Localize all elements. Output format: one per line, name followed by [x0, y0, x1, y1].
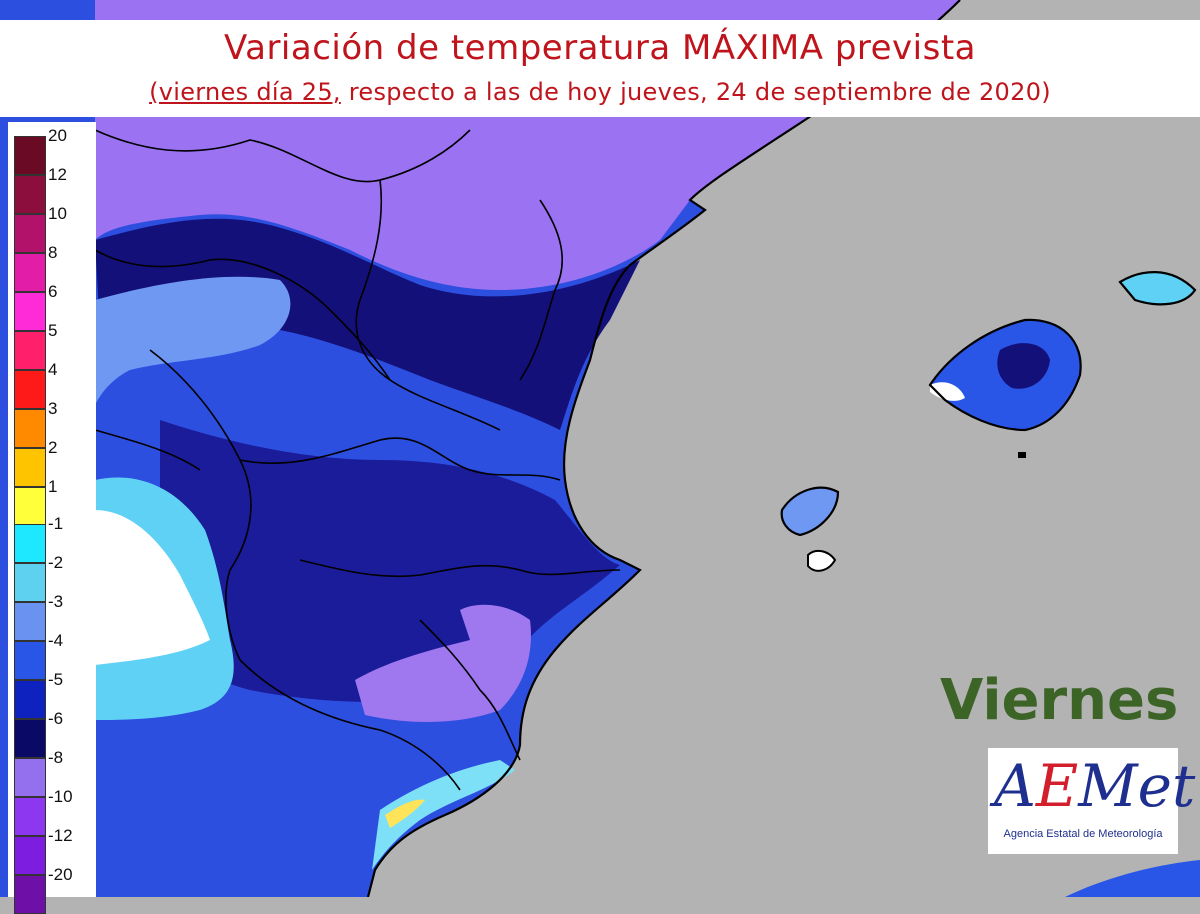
zone-coast-yellow — [385, 799, 425, 828]
island-east-edge — [1065, 860, 1200, 897]
legend-label-warm-9: 1 — [48, 477, 58, 496]
legend-swatch-cold-8 — [14, 836, 46, 875]
legend-swatch-warm-0 — [14, 136, 46, 175]
title-band — [0, 20, 1200, 117]
legend-label-warm-1: 12 — [48, 165, 67, 184]
legend-swatch-warm-5 — [14, 331, 46, 370]
legend-label-cold-6: -8 — [48, 748, 64, 767]
zone-purple-south-east — [355, 604, 531, 722]
legend-swatch-warm-2 — [14, 214, 46, 253]
map-title: Variación de temperatura MÁXIMA prevista — [224, 28, 976, 68]
map-subtitle: (viernes día 25, respecto a las de hoy j… — [0, 78, 1200, 106]
subtitle-date: (viernes día 25, — [149, 78, 341, 106]
zone-white-west — [95, 510, 210, 665]
legend-label-warm-7: 3 — [48, 399, 58, 418]
legend-swatch-warm-3 — [14, 253, 46, 292]
color-legend: 20 12 10 8 6 5 4 3 2 1 -1 -2 -3 -4 -5 -6 -8 -10 -12 -20 — [8, 122, 96, 914]
day-label: Viernes — [940, 668, 1179, 733]
legend-label-warm-3: 8 — [48, 243, 58, 262]
legend-label-cold-4: -5 — [48, 670, 64, 689]
legend-swatch-cold-5 — [14, 719, 46, 758]
cabrera-islet — [1018, 452, 1026, 458]
legend-label-cold-1: -2 — [48, 553, 64, 572]
legend-swatch-cold-1 — [14, 563, 46, 602]
legend-swatch-warm-9 — [14, 487, 46, 526]
legend-label-warm-2: 10 — [48, 204, 67, 223]
legend-swatch-cold-4 — [14, 680, 46, 719]
legend-swatch-cold-3 — [14, 641, 46, 680]
legend-swatch-cold-0 — [14, 524, 46, 563]
aemet-logo: AEMet Agencia Estatal de Meteorología — [988, 748, 1195, 854]
legend-swatch-cold-7 — [14, 797, 46, 836]
legend-label-cold-8: -12 — [48, 826, 73, 845]
legend-swatch-warm-6 — [14, 370, 46, 409]
legend-swatch-cold-9 — [14, 875, 46, 914]
aemet-wordmark: AEMet — [994, 752, 1196, 820]
legend-label-warm-5: 5 — [48, 321, 58, 340]
legend-label-warm-4: 6 — [48, 282, 58, 301]
legend-label-cold-9: -20 — [48, 865, 73, 884]
legend-label-cold-3: -4 — [48, 631, 64, 650]
island-formentera — [807, 549, 837, 572]
island-menorca — [1120, 272, 1195, 305]
legend-swatch-cold-6 — [14, 758, 46, 797]
legend-swatch-warm-8 — [14, 448, 46, 487]
island-ibiza — [781, 487, 838, 535]
zone-light-blue-west — [95, 276, 291, 405]
legend-label-warm-0: 20 — [48, 126, 67, 145]
island-mallorca-core — [997, 343, 1050, 389]
aemet-agency-name: Agencia Estatal de Meteorología — [1003, 828, 1163, 840]
legend-label-cold-5: -6 — [48, 709, 64, 728]
legend-label-warm-6: 4 — [48, 360, 58, 379]
zone-deep-purple-band — [95, 218, 640, 430]
legend-label-cold-7: -10 — [48, 787, 73, 806]
coastline — [366, 0, 1197, 897]
subtitle-reference: respecto a las de hoy jueves, 24 de sept… — [340, 78, 1051, 106]
legend-swatch-warm-1 — [14, 175, 46, 214]
legend-swatch-warm-4 — [14, 292, 46, 331]
province-borders — [94, 129, 621, 791]
island-mallorca-tip — [930, 382, 965, 401]
legend-label-cold-2: -3 — [48, 592, 64, 611]
legend-swatch-cold-2 — [14, 602, 46, 641]
legend-label-warm-8: 2 — [48, 438, 58, 457]
zone-coast-cyan — [372, 760, 515, 870]
legend-swatch-warm-7 — [14, 409, 46, 448]
legend-label-cold-0: -1 — [48, 514, 64, 533]
